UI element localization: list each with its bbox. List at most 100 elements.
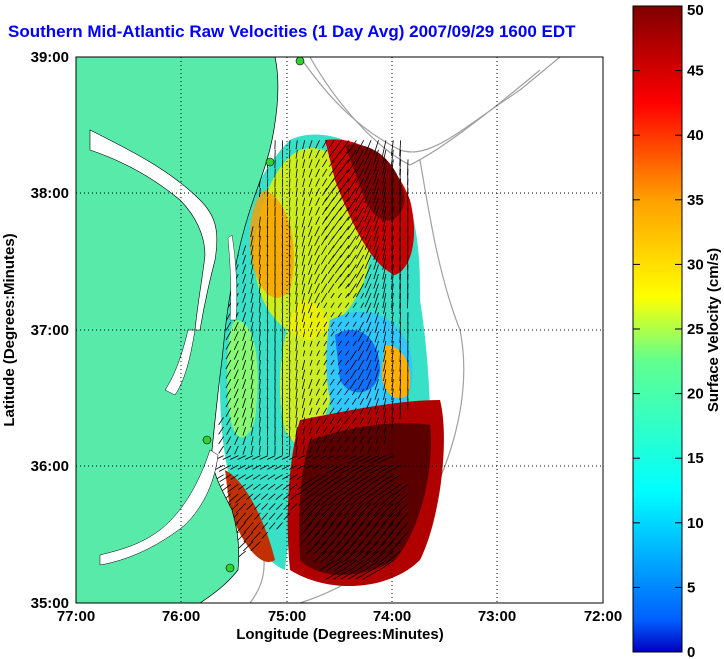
velocity-vector — [337, 283, 342, 289]
velocity-vector — [268, 522, 276, 530]
velocity-vector — [394, 493, 409, 506]
velocity-vector — [327, 283, 335, 293]
velocity-vector — [399, 398, 401, 410]
velocity-vector — [250, 359, 254, 371]
velocity-vector — [258, 436, 261, 446]
velocity-vector — [399, 264, 401, 280]
velocity-vector — [268, 503, 276, 510]
velocity-vector — [233, 378, 239, 389]
velocity-vector — [344, 378, 350, 386]
velocity-vector — [323, 312, 328, 318]
velocity-vector — [336, 531, 350, 546]
velocity-vector — [345, 331, 350, 337]
velocity-vector — [301, 245, 306, 257]
velocity-vector — [383, 302, 387, 314]
velocity-vector — [252, 455, 261, 460]
velocity-vector — [359, 407, 365, 415]
y-axis-label: Latitude (Degrees:Minutes) — [1, 233, 18, 426]
velocity-vector — [308, 273, 313, 285]
colorbar-tick-label: 50 — [687, 2, 704, 19]
velocity-vector — [315, 206, 320, 216]
velocity-vector — [289, 464, 298, 470]
velocity-vector — [387, 503, 401, 517]
velocity-vector — [312, 483, 328, 496]
x-tick-label: 75:00 — [268, 608, 306, 625]
velocity-vector — [322, 417, 328, 425]
velocity-vector — [288, 436, 291, 446]
velocity-vector — [355, 206, 365, 222]
velocity-vector — [288, 178, 291, 188]
velocity-vector — [315, 445, 320, 453]
velocity-vector — [266, 197, 269, 207]
velocity-vector — [288, 312, 291, 323]
velocity-vector — [258, 273, 261, 285]
velocity-vector — [309, 340, 313, 347]
velocity-vector — [259, 464, 268, 470]
velocity-vector — [266, 379, 269, 390]
velocity-vector — [258, 340, 261, 351]
velocity-vector — [355, 159, 365, 174]
velocity-vector — [399, 283, 401, 299]
velocity-vector — [321, 149, 328, 158]
velocity-vector — [282, 474, 291, 480]
velocity-vector — [308, 197, 313, 207]
velocity-vector — [381, 522, 394, 536]
velocity-vector — [329, 397, 335, 405]
velocity-vector — [355, 168, 365, 184]
velocity-vector — [383, 321, 387, 334]
velocity-vector — [395, 531, 409, 546]
velocity-vector — [314, 283, 320, 294]
velocity-vector — [309, 369, 313, 376]
velocity-vector — [313, 493, 328, 506]
velocity-vector — [344, 512, 357, 527]
velocity-vector — [355, 216, 365, 231]
velocity-vector — [260, 493, 269, 501]
velocity-vector — [218, 445, 224, 454]
velocity-vector — [322, 436, 328, 444]
velocity-vector — [363, 560, 379, 572]
velocity-vector — [390, 168, 394, 185]
velocity-vector — [359, 522, 372, 536]
velocity-vector — [331, 149, 342, 164]
velocity-vector — [355, 264, 365, 278]
velocity-vector — [295, 436, 298, 447]
velocity-vector — [250, 407, 254, 418]
velocity-vector — [341, 483, 357, 496]
velocity-vector — [266, 455, 276, 460]
velocity-vector — [246, 493, 254, 501]
velocity-vector — [382, 178, 387, 195]
velocity-vector — [238, 483, 246, 490]
velocity-vector — [352, 340, 357, 347]
velocity-vector — [351, 445, 357, 453]
velocity-vector — [308, 302, 313, 314]
velocity-vector — [321, 541, 335, 555]
velocity-vector — [295, 245, 298, 257]
velocity-vector — [327, 550, 342, 563]
velocity-vector — [297, 483, 313, 496]
velocity-vector — [276, 512, 283, 520]
velocity-vector — [344, 522, 357, 536]
velocity-vector — [364, 493, 379, 506]
velocity-vector — [308, 235, 313, 247]
velocity-vector — [339, 140, 350, 154]
velocity-vector — [295, 340, 298, 352]
velocity-vector — [302, 426, 306, 435]
velocity-vector — [399, 379, 401, 391]
velocity-vector — [233, 331, 239, 341]
velocity-vector — [336, 426, 342, 434]
x-axis: 77:00 76:00 75:00 74:00 73:00 72:00 Long… — [57, 608, 622, 643]
velocity-vector — [304, 474, 320, 485]
velocity-vector — [318, 474, 335, 485]
map-area — [76, 57, 603, 603]
velocity-vector — [316, 350, 320, 357]
velocity-vector — [243, 522, 254, 533]
velocity-vector — [331, 206, 342, 221]
velocity-vector — [319, 560, 335, 572]
velocity-vector — [320, 273, 328, 284]
velocity-vector — [345, 350, 350, 356]
velocity-vector — [407, 159, 409, 176]
velocity-vector — [330, 369, 335, 375]
velocity-vector — [360, 292, 365, 299]
velocity-vector — [373, 168, 379, 185]
velocity-vector — [380, 541, 394, 555]
